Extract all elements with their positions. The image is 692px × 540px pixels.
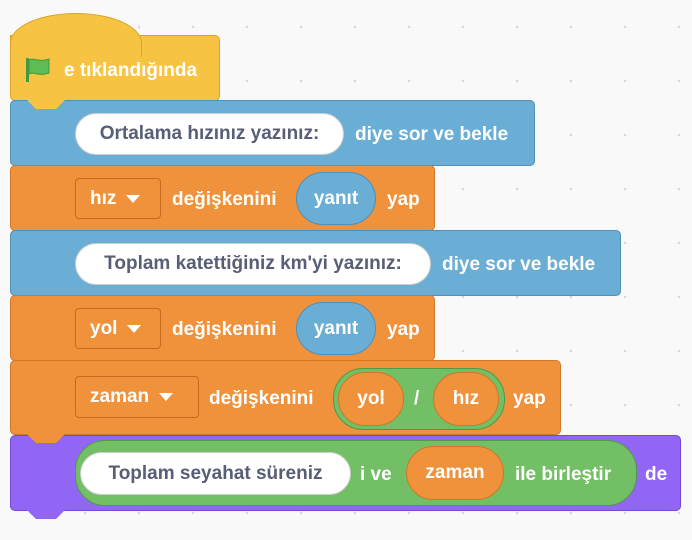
- divide-symbol: /: [414, 388, 420, 409]
- dropdown-arrow-icon: [126, 194, 141, 203]
- ask-text-input[interactable]: Ortalama hızınız yazınız:: [75, 113, 344, 155]
- answer-reporter[interactable]: yanıt: [296, 302, 376, 355]
- ask-text-input[interactable]: Toplam katettiğiniz km'yi yazınız:: [75, 243, 431, 285]
- variable-reporter-hiz[interactable]: hız: [433, 372, 499, 426]
- dropdown-arrow-icon: [127, 324, 142, 333]
- set-suffix: yap: [387, 319, 420, 340]
- variable-dropdown[interactable]: zaman: [75, 376, 199, 418]
- ask-label: diye sor ve bekle: [355, 124, 509, 145]
- hat-label: e tıklandığında: [64, 60, 198, 81]
- variable-dropdown[interactable]: hız: [75, 178, 161, 219]
- variable-reporter-zaman[interactable]: zaman: [406, 446, 504, 500]
- join-label-end: ile birleştir: [515, 464, 612, 485]
- set-label: değişkenini: [209, 388, 314, 409]
- answer-reporter[interactable]: yanıt: [296, 172, 376, 225]
- dropdown-arrow-icon: [159, 393, 174, 401]
- ask-label: diye sor ve bekle: [442, 254, 596, 275]
- set-label: değişkenini: [172, 319, 277, 340]
- green-flag-icon: [26, 58, 50, 82]
- variable-dropdown[interactable]: yol: [75, 308, 161, 349]
- join-text-input[interactable]: Toplam seyahat süreniz: [80, 452, 351, 495]
- say-label: de: [645, 464, 668, 485]
- hat-cap: [10, 13, 142, 57]
- join-label: i ve: [360, 464, 392, 485]
- set-suffix: yap: [513, 388, 546, 409]
- variable-reporter-yol[interactable]: yol: [338, 372, 404, 426]
- set-label: değişkenini: [172, 189, 277, 210]
- set-suffix: yap: [387, 189, 420, 210]
